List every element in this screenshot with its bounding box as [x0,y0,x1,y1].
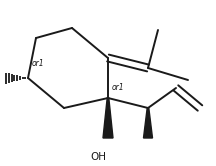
Text: or1: or1 [112,83,125,92]
Polygon shape [103,98,113,138]
Polygon shape [143,108,152,138]
Text: or1: or1 [32,59,45,68]
Text: OH: OH [90,152,106,162]
